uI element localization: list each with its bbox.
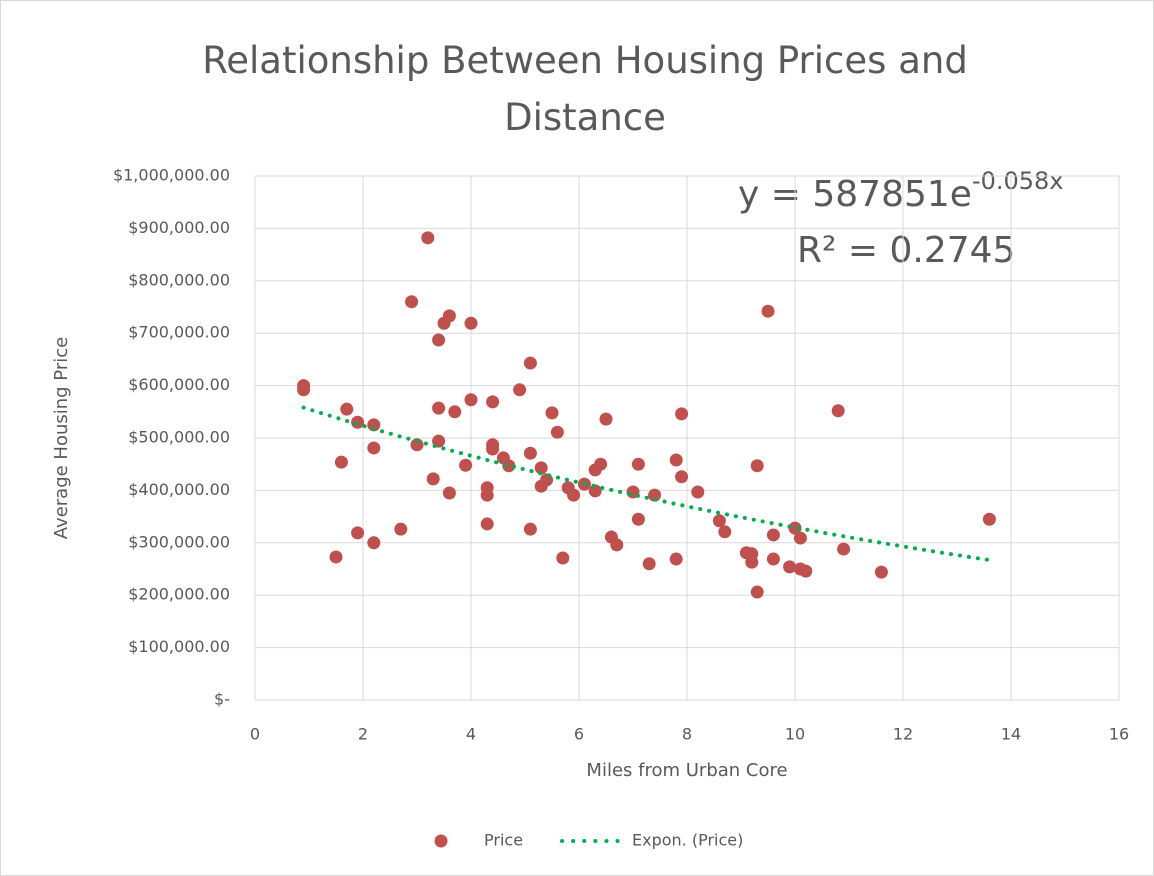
data-point — [599, 412, 613, 426]
equation-base: y = 587851e — [738, 174, 972, 215]
y-tick-label: $500,000.00 — [128, 428, 230, 447]
data-point — [523, 446, 537, 460]
data-point — [550, 425, 564, 439]
x-tick-label: 16 — [1109, 725, 1129, 744]
x-tick-label: 8 — [682, 725, 692, 744]
data-point — [426, 472, 440, 486]
data-point — [523, 522, 537, 536]
data-point — [669, 453, 683, 467]
data-point — [750, 459, 764, 473]
data-point — [545, 406, 559, 420]
data-point — [675, 407, 689, 421]
y-tick-label: $800,000.00 — [128, 270, 230, 289]
trend-equation: y = 587851e-0.058x — [738, 167, 1064, 215]
x-tick-label: 12 — [893, 725, 913, 744]
data-point — [351, 415, 365, 429]
legend-label: Expon. (Price) — [632, 831, 743, 850]
data-point — [442, 309, 456, 323]
data-point — [588, 484, 602, 498]
chart-title: Relationship Between Housing Prices and … — [202, 39, 968, 139]
data-point — [340, 402, 354, 416]
data-point — [718, 525, 732, 539]
data-point — [669, 552, 683, 566]
data-point — [480, 488, 494, 502]
y-tick-label: $400,000.00 — [128, 480, 230, 499]
data-point — [793, 531, 807, 545]
data-point — [513, 383, 527, 397]
data-point — [691, 485, 705, 499]
data-point — [486, 395, 500, 409]
data-point — [523, 356, 537, 370]
x-tick-label: 0 — [250, 725, 260, 744]
data-point — [367, 441, 381, 455]
data-point — [421, 231, 435, 245]
legend-marker — [434, 834, 448, 848]
x-tick-label: 10 — [785, 725, 805, 744]
data-point — [712, 514, 726, 528]
data-point — [766, 528, 780, 542]
data-point — [631, 457, 645, 471]
x-tick-label: 4 — [466, 725, 476, 744]
data-point — [837, 542, 851, 556]
data-point — [874, 565, 888, 579]
data-point — [982, 512, 996, 526]
data-point — [642, 557, 656, 571]
data-point — [486, 442, 500, 456]
data-point — [442, 486, 456, 500]
data-point — [464, 316, 478, 330]
y-tick-label: $900,000.00 — [128, 218, 230, 237]
data-point — [432, 333, 446, 347]
x-tick-label: 14 — [1001, 725, 1021, 744]
data-point — [567, 488, 581, 502]
x-tick-label: 2 — [358, 725, 368, 744]
data-point — [502, 459, 516, 473]
data-point — [367, 536, 381, 550]
trendline — [301, 405, 992, 562]
data-point — [556, 551, 570, 565]
legend-label: Price — [484, 831, 523, 850]
y-tick-label: $200,000.00 — [128, 585, 230, 604]
data-point — [351, 526, 365, 540]
data-point — [745, 555, 759, 569]
y-tick-label: $1,000,000.00 — [113, 166, 230, 185]
data-point — [394, 522, 408, 536]
data-point — [329, 550, 343, 564]
data-point — [534, 461, 548, 475]
trend-r2: R² = 0.2745 — [797, 230, 1015, 271]
data-point — [432, 401, 446, 415]
y-tick-label: $600,000.00 — [128, 375, 230, 394]
data-point — [783, 560, 797, 574]
data-point — [648, 488, 662, 502]
y-tick-label: $100,000.00 — [128, 637, 230, 656]
data-point — [405, 295, 419, 309]
data-point — [334, 455, 348, 469]
data-point — [367, 418, 381, 432]
y-tick-label: $- — [214, 690, 230, 709]
data-point — [459, 458, 473, 472]
data-point — [297, 383, 311, 397]
data-point — [788, 521, 802, 535]
y-tick-label: $700,000.00 — [128, 323, 230, 342]
data-point — [761, 304, 775, 318]
data-point — [610, 538, 624, 552]
data-point — [631, 512, 645, 526]
data-point — [766, 552, 780, 566]
data-point — [831, 404, 845, 418]
equation-exponent: -0.058x — [972, 167, 1064, 195]
data-point — [480, 517, 494, 531]
data-point — [594, 457, 608, 471]
data-point — [410, 438, 424, 452]
x-axis-label: Miles from Urban Core — [586, 760, 787, 781]
data-point — [464, 393, 478, 407]
y-tick-label: $300,000.00 — [128, 532, 230, 551]
data-point — [675, 470, 689, 484]
x-tick-label: 6 — [574, 725, 584, 744]
data-point — [448, 405, 462, 419]
data-point — [799, 564, 813, 578]
y-axis-label: Average Housing Price — [51, 337, 72, 539]
data-point — [750, 585, 764, 599]
